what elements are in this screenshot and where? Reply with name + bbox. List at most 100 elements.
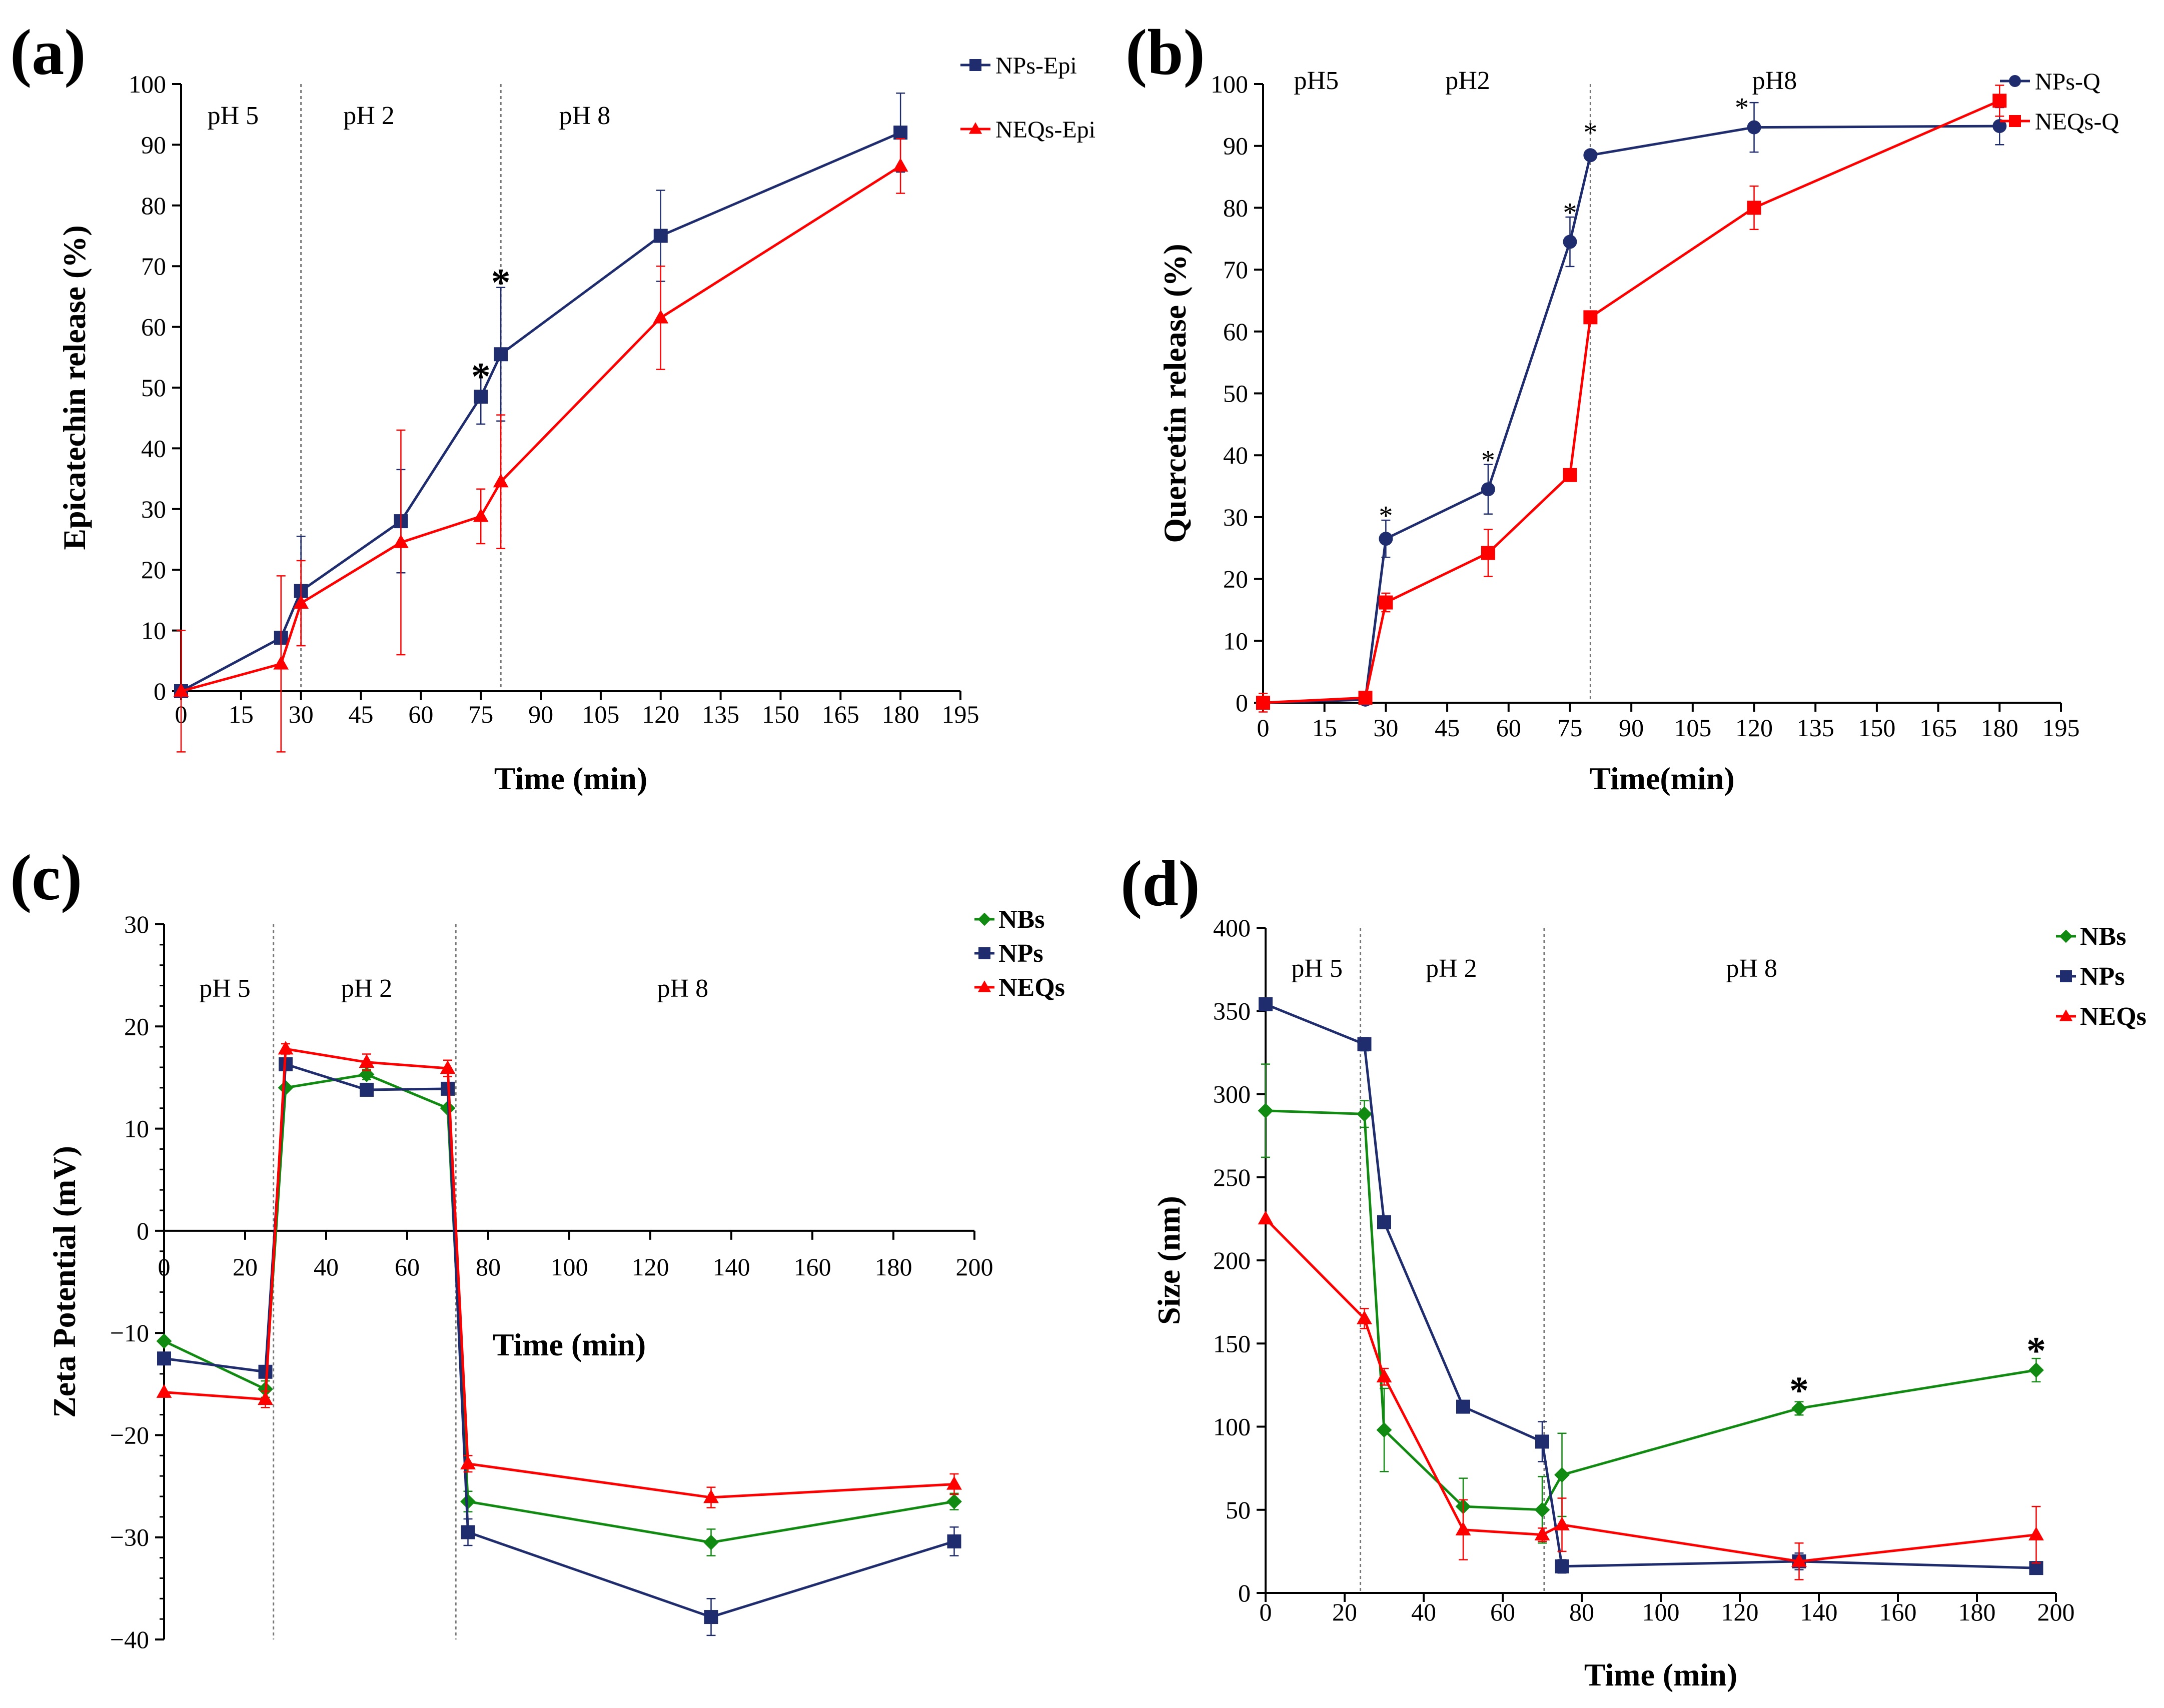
significance-star: *	[2026, 1328, 2046, 1372]
y-tick-label: −20	[110, 1421, 149, 1449]
legend-marker	[2059, 1009, 2073, 1021]
y-tick-label: 30	[1223, 503, 1248, 531]
series-NEQs	[1258, 1210, 2044, 1580]
series-NEQs-Epi	[173, 138, 908, 753]
ph-label: pH 2	[343, 102, 395, 130]
ph-label: pH 8	[657, 974, 709, 1003]
data-point	[278, 1041, 294, 1055]
data-point	[1358, 691, 1373, 705]
data-point	[359, 1066, 375, 1082]
data-point	[1534, 1526, 1550, 1540]
data-point	[1583, 148, 1598, 163]
data-point	[946, 1476, 962, 1490]
ph-label: pH 5	[208, 102, 259, 130]
data-point	[1534, 1502, 1550, 1518]
y-tick-label: 300	[1213, 1080, 1251, 1108]
y-tick-label: 100	[1213, 1413, 1251, 1441]
ph-label: pH 2	[1426, 954, 1477, 983]
significance-star: *	[471, 355, 491, 398]
data-point	[157, 1351, 171, 1366]
legend-marker	[978, 947, 990, 959]
ph-label: pH8	[1752, 67, 1797, 95]
series-line	[181, 165, 901, 693]
y-tick-label: 40	[1223, 441, 1248, 469]
x-tick-label: 135	[1797, 714, 1834, 742]
data-point	[1357, 1037, 1372, 1051]
data-point	[1563, 235, 1577, 249]
x-tick-label: 60	[1496, 714, 1521, 742]
data-point	[1456, 1399, 1470, 1414]
x-tick-label: 80	[1569, 1598, 1594, 1626]
y-tick-label: 30	[124, 910, 149, 938]
data-point	[278, 1080, 294, 1096]
data-point	[1791, 1400, 1807, 1416]
data-point	[1747, 201, 1761, 215]
x-tick-label: 0	[1257, 714, 1270, 742]
x-tick-label: 200	[2037, 1598, 2075, 1626]
series-line	[180, 131, 901, 693]
x-tick-label: 160	[1879, 1598, 1917, 1626]
x-tick-label: 60	[1490, 1598, 1515, 1626]
x-tick-label: 165	[1919, 714, 1957, 742]
y-tick-label: 400	[1213, 914, 1251, 942]
x-tick-label: 45	[349, 700, 374, 728]
legend: NPs-Epi NEQs-Epi	[960, 53, 1096, 143]
y-tick-label: 70	[1223, 256, 1248, 284]
significance-star: *	[1789, 1368, 1809, 1412]
y-tick-label: 10	[141, 617, 166, 645]
significance-star: *	[1735, 92, 1749, 123]
x-tick-label: 60	[408, 700, 433, 728]
data-point	[1583, 310, 1598, 325]
data-point	[653, 229, 668, 243]
y-axis-title: Epicatechin release (%)	[57, 225, 92, 550]
data-point	[156, 1384, 172, 1398]
x-tick-label: 105	[1674, 714, 1711, 742]
legend-marker	[2009, 115, 2021, 127]
y-axis-title: Size (nm)	[1151, 1196, 1187, 1325]
y-tick-label: 200	[1213, 1246, 1251, 1274]
series-NEQs	[156, 1041, 962, 1508]
significance-star: *	[1379, 501, 1393, 532]
data-point	[947, 1534, 961, 1548]
x-tick-label: 40	[1411, 1598, 1436, 1626]
legend-label: NEQs	[998, 973, 1065, 1002]
x-tick-label: 30	[289, 700, 314, 728]
y-tick-label: 0	[1236, 689, 1248, 717]
y-tick-label: 250	[1213, 1163, 1251, 1191]
x-tick-label: 20	[233, 1253, 258, 1281]
legend-label: NEQs-Q	[2035, 109, 2119, 135]
y-tick-label: 10	[1223, 627, 1248, 655]
x-axis-title: Time (min)	[493, 1327, 646, 1362]
series-NBs	[1258, 1063, 2044, 1544]
panel-b: (b) 0 10 20 30 40 50 60 70 80 90 100 0 15 30 45 60 75 90 10…	[1126, 17, 2119, 796]
data-point	[1992, 119, 2007, 134]
legend-marker	[977, 980, 991, 992]
data-point	[1377, 1215, 1391, 1229]
y-tick-label: 150	[1213, 1329, 1251, 1357]
data-point	[474, 390, 488, 404]
series-line	[1263, 100, 2000, 704]
data-point	[1379, 595, 1393, 610]
y-tick-label: −30	[110, 1523, 149, 1551]
data-point	[393, 534, 409, 548]
data-point	[440, 1060, 456, 1074]
series-line	[1265, 1003, 2036, 1569]
y-tick-label: 30	[141, 495, 166, 523]
legend-label: NPs-Epi	[995, 53, 1077, 79]
x-tick-label: 75	[1557, 714, 1582, 742]
ph-label: pH5	[1294, 67, 1339, 95]
data-point	[1554, 1467, 1570, 1483]
data-point	[1555, 1559, 1569, 1573]
x-tick-label: 140	[1800, 1598, 1838, 1626]
significance-star: *	[1481, 445, 1495, 476]
x-tick-label: 150	[762, 700, 799, 728]
data-point	[293, 595, 309, 609]
y-tick-label: 10	[124, 1115, 149, 1143]
data-point	[461, 1525, 475, 1539]
x-tick-label: 0	[1260, 1598, 1272, 1626]
x-axis-title: Time (min)	[1584, 1657, 1737, 1692]
data-point	[273, 656, 289, 670]
x-tick-label: 30	[1373, 714, 1398, 742]
y-tick-label: 90	[141, 131, 166, 159]
